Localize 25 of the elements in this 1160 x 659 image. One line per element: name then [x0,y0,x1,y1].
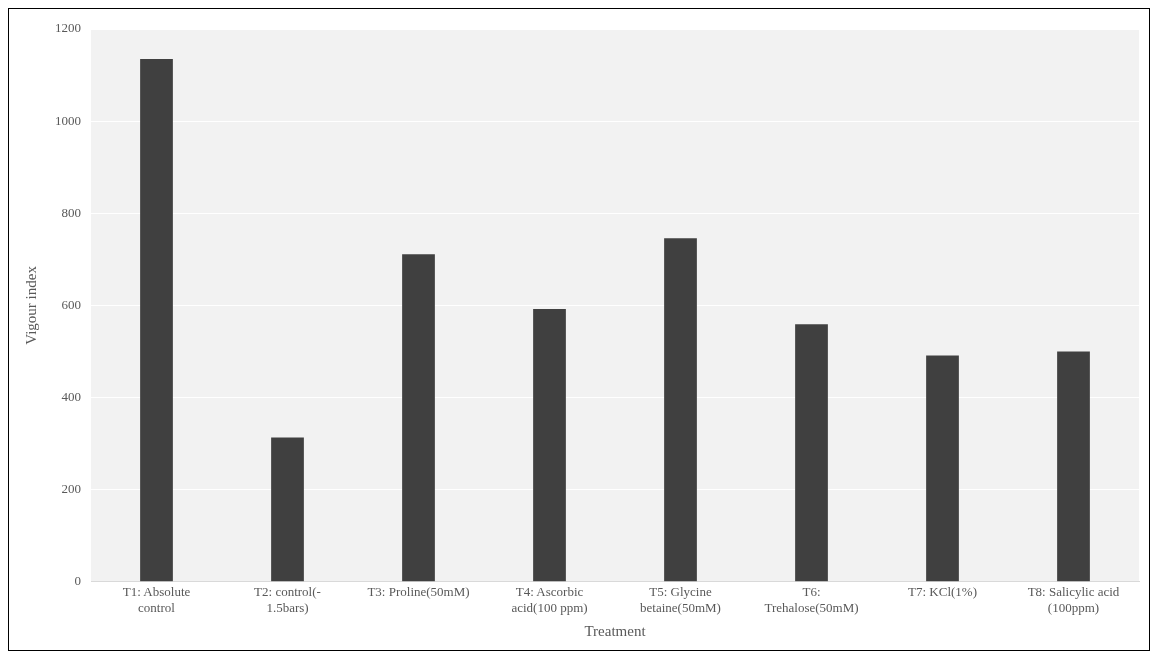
x-tick-label: T8: Salicylic acid (100ppm) [1027,584,1120,615]
bar [795,324,828,582]
y-axis-title: Vigour index [22,265,39,345]
y-tick-label: 0 [74,573,81,589]
x-tick-label: T2: control(- 1.5bars) [254,584,321,615]
x-tick-label: T7: KCl(1%) [908,584,977,600]
bar [1057,351,1090,582]
y-tick-label: 600 [61,296,81,312]
bar [533,309,566,582]
y-tick-label: 200 [61,481,81,497]
x-tick-label: T6: Trehalose(50mM) [764,584,859,615]
bar [664,238,697,582]
bar [402,254,435,582]
x-axis-title: Treatment [584,622,647,639]
x-tick-label: T4: Ascorbic acid(100 ppm) [511,584,588,615]
bar [271,437,304,582]
y-tick-label: 400 [61,388,81,404]
y-tick-label: 800 [61,204,81,220]
x-tick-label: T1: Absolute control [122,584,191,615]
x-tick-label: T5: Glycine betaine(50mM) [640,584,721,615]
y-tick-label: 1200 [55,20,81,36]
y-tick-label: 1000 [55,112,81,128]
bar [140,58,173,582]
bar [926,355,959,582]
x-tick-label: T3: Proline(50mM) [367,584,470,600]
